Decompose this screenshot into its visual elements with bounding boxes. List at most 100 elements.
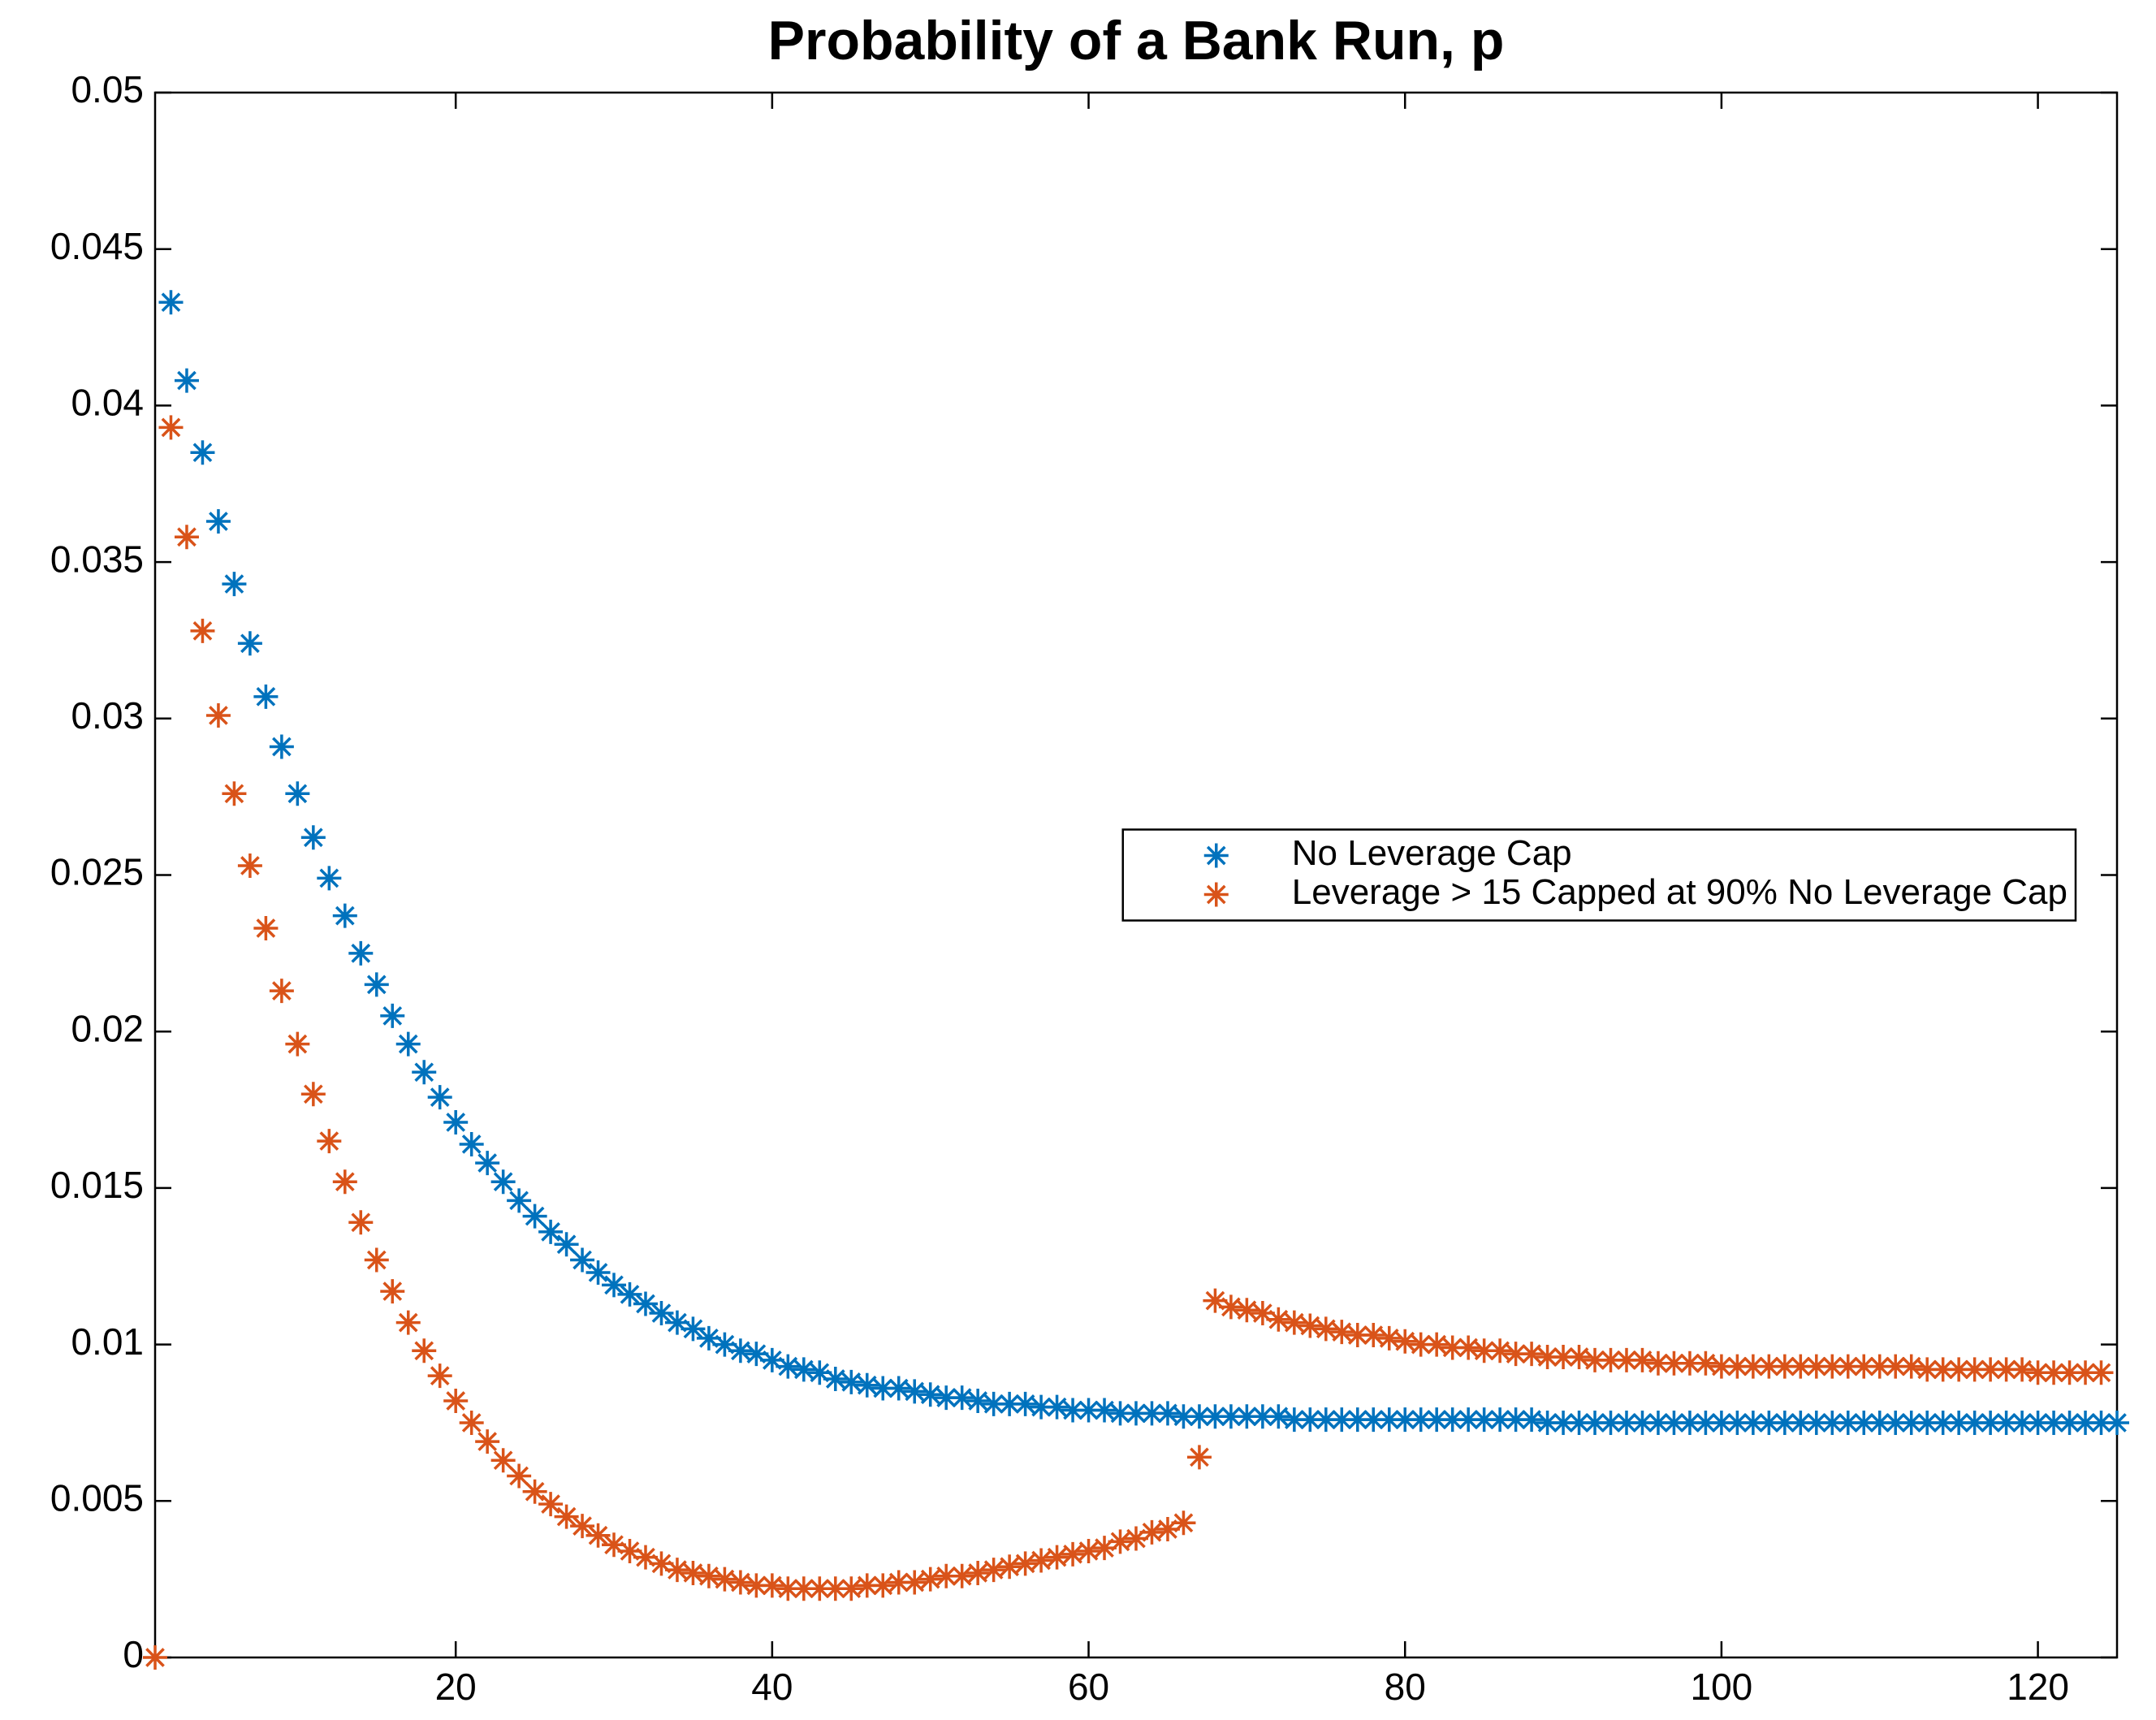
marker xyxy=(807,1576,832,1601)
marker xyxy=(1962,1410,1987,1435)
marker xyxy=(854,1372,879,1398)
marker xyxy=(1376,1407,1402,1433)
marker xyxy=(1471,1338,1497,1363)
x-tick-label: 20 xyxy=(435,1666,477,1708)
marker xyxy=(949,1385,974,1411)
marker xyxy=(1630,1410,1655,1435)
marker xyxy=(364,1247,389,1273)
marker xyxy=(443,1388,469,1413)
marker xyxy=(538,1219,564,1244)
marker xyxy=(2042,1360,2067,1385)
marker xyxy=(1978,1357,2003,1382)
marker xyxy=(744,1342,769,1367)
marker xyxy=(1393,1407,1418,1433)
marker xyxy=(966,1560,991,1585)
legend-marker xyxy=(1203,843,1229,868)
marker xyxy=(538,1492,564,1517)
marker xyxy=(253,684,279,709)
marker xyxy=(981,1558,1006,1583)
marker xyxy=(1946,1357,1972,1382)
marker xyxy=(1313,1407,1338,1433)
marker xyxy=(791,1576,816,1601)
marker xyxy=(205,508,231,534)
marker xyxy=(412,1060,437,1085)
marker xyxy=(902,1570,927,1595)
marker xyxy=(2105,1410,2129,1435)
marker xyxy=(1234,1404,1259,1429)
marker xyxy=(1076,1398,1101,1423)
marker xyxy=(1709,1410,1734,1435)
marker xyxy=(664,1310,689,1335)
marker xyxy=(1266,1404,1291,1429)
marker xyxy=(1725,1354,1750,1379)
marker xyxy=(1566,1345,1592,1370)
marker xyxy=(1424,1407,1450,1433)
marker xyxy=(427,1363,452,1389)
marker xyxy=(1867,1410,1892,1435)
marker xyxy=(317,1129,342,1154)
marker xyxy=(554,1232,579,1257)
marker xyxy=(554,1504,579,1529)
y-tick-label: 0.005 xyxy=(50,1476,144,1519)
marker xyxy=(1772,1410,1797,1435)
marker xyxy=(1930,1357,1955,1382)
marker xyxy=(871,1376,896,1401)
marker xyxy=(1867,1354,1892,1379)
marker xyxy=(1329,1320,1355,1345)
marker xyxy=(585,1523,611,1548)
marker xyxy=(1139,1401,1164,1426)
marker xyxy=(1424,1332,1450,1357)
marker xyxy=(1345,1323,1370,1348)
marker xyxy=(1456,1335,1481,1360)
marker xyxy=(475,1151,500,1176)
marker xyxy=(380,1279,405,1304)
marker xyxy=(2073,1410,2098,1435)
marker xyxy=(696,1325,721,1351)
marker xyxy=(1661,1410,1687,1435)
marker xyxy=(285,781,310,806)
marker xyxy=(2010,1410,2035,1435)
marker xyxy=(443,1109,469,1134)
marker xyxy=(1709,1354,1734,1379)
marker xyxy=(871,1573,896,1598)
y-tick-label: 0.015 xyxy=(50,1164,144,1206)
marker xyxy=(2010,1357,2035,1382)
marker xyxy=(1693,1410,1718,1435)
marker xyxy=(1551,1345,1576,1370)
marker xyxy=(1645,1410,1670,1435)
marker xyxy=(1883,1410,1908,1435)
y-tick-label: 0.03 xyxy=(71,694,144,737)
x-tick-label: 100 xyxy=(1691,1666,1753,1708)
y-tick-label: 0.04 xyxy=(71,382,144,424)
marker xyxy=(1788,1354,1813,1379)
marker xyxy=(1218,1404,1243,1429)
marker xyxy=(1598,1410,1623,1435)
marker xyxy=(1044,1394,1069,1420)
marker xyxy=(1503,1407,1528,1433)
marker xyxy=(490,1169,516,1195)
y-tick-label: 0 xyxy=(123,1633,144,1675)
marker xyxy=(237,631,262,656)
marker xyxy=(2089,1410,2114,1435)
marker xyxy=(696,1563,721,1588)
marker xyxy=(839,1369,864,1394)
marker xyxy=(791,1357,816,1382)
marker xyxy=(602,1273,627,1298)
y-tick-label: 0.035 xyxy=(50,538,144,580)
marker xyxy=(364,972,389,997)
marker xyxy=(1013,1551,1038,1576)
marker xyxy=(2025,1360,2050,1385)
y-tick-label: 0.02 xyxy=(71,1007,144,1049)
marker xyxy=(1835,1354,1860,1379)
marker xyxy=(1155,1401,1180,1426)
marker xyxy=(776,1354,801,1379)
marker xyxy=(1250,1301,1275,1326)
marker xyxy=(1456,1407,1481,1433)
marker xyxy=(174,368,199,393)
marker xyxy=(1155,1516,1180,1541)
marker xyxy=(237,853,262,878)
marker xyxy=(507,1463,532,1489)
marker xyxy=(649,1301,674,1326)
